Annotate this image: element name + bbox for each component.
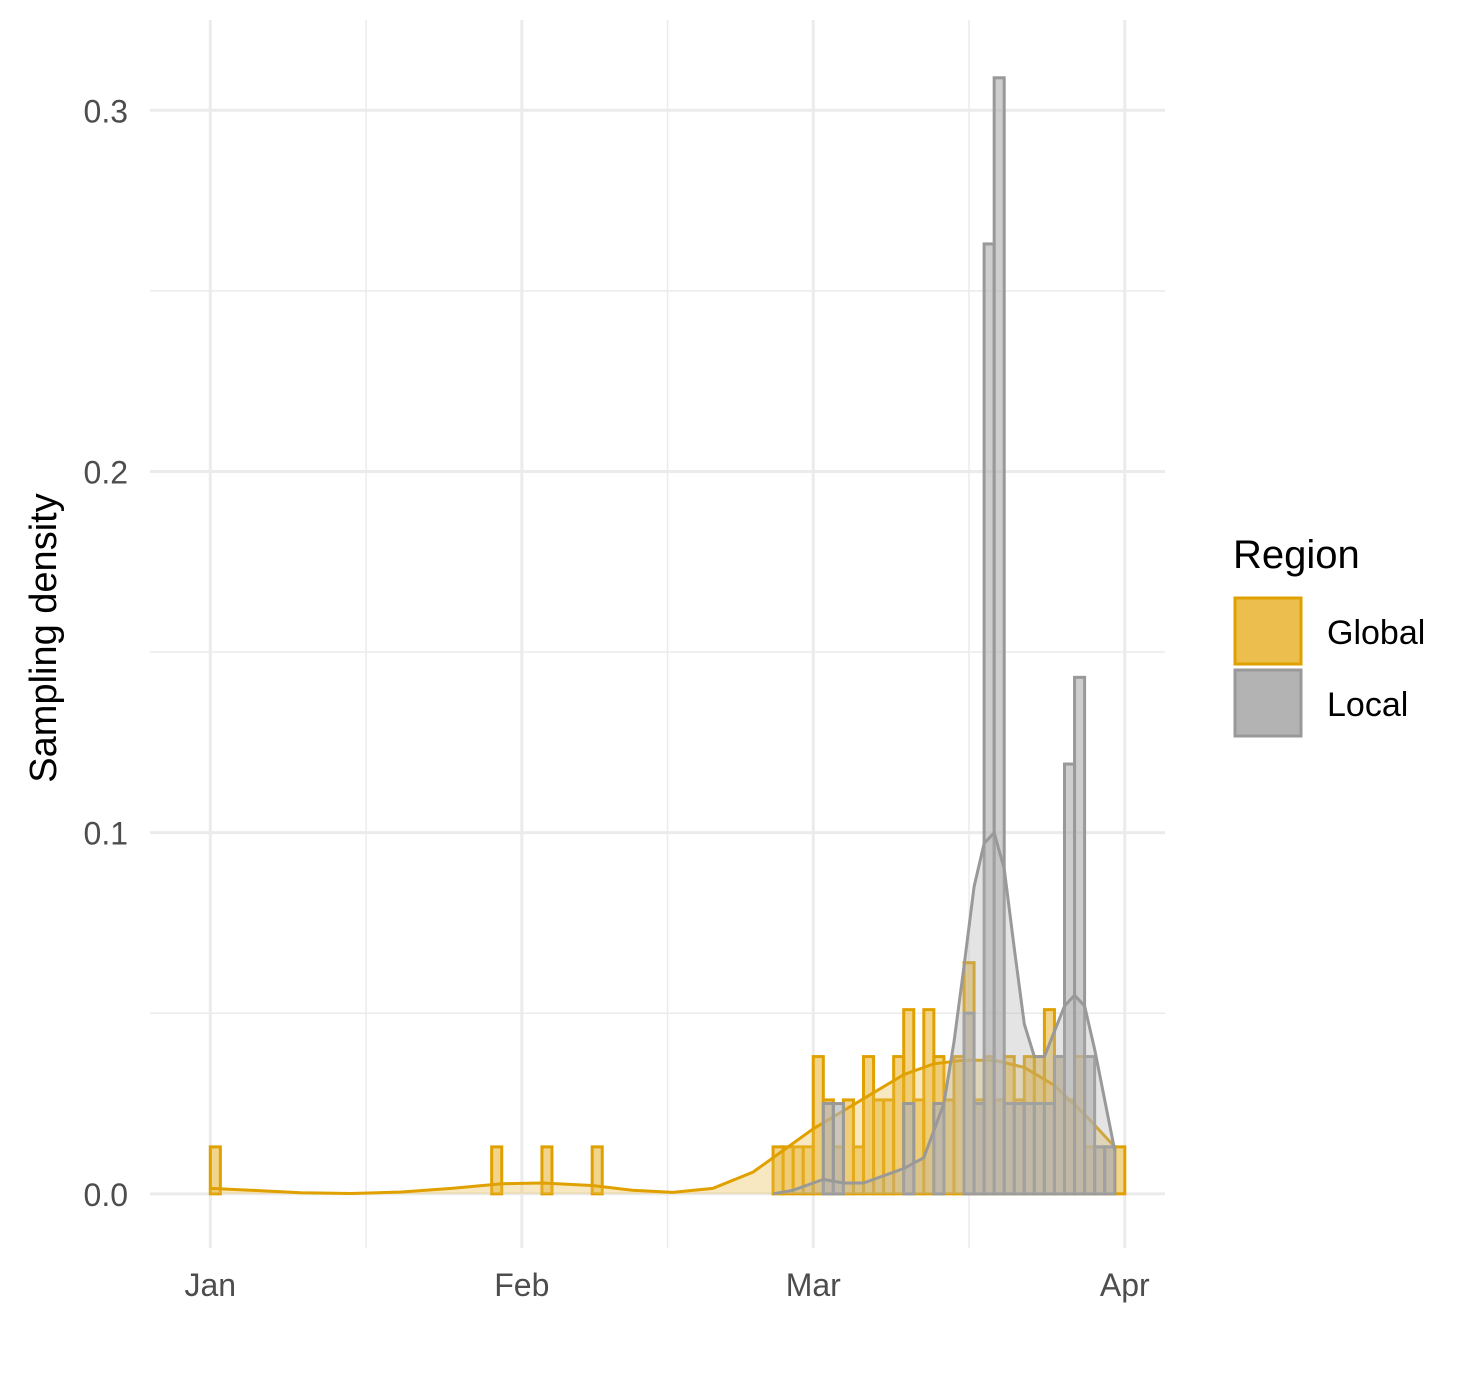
x-axis-tick-labels: Jan Feb Mar Apr (185, 1267, 1151, 1303)
density-curve (772, 829, 1117, 1196)
histogram-bar (902, 1102, 916, 1196)
x-tick-label: Jan (185, 1267, 237, 1303)
histogram-bar (1103, 1145, 1117, 1196)
histogram-bar (540, 1145, 554, 1196)
histogram-bar (831, 1102, 845, 1196)
y-tick-label: 0.1 (84, 816, 128, 852)
legend-title: Region (1233, 533, 1360, 577)
histogram-bar (1073, 675, 1087, 1196)
y-axis-label: Sampling density (23, 493, 65, 782)
density-area (773, 832, 1115, 1194)
series-local (772, 76, 1117, 1196)
legend-key-global (1233, 596, 1303, 666)
legend-key-local (1233, 668, 1303, 738)
density-area (210, 1060, 1115, 1194)
x-tick-label: Apr (1100, 1267, 1150, 1303)
legend: Region Global Local (1233, 533, 1425, 738)
histogram-bar (490, 1145, 504, 1196)
histogram-bar (590, 1145, 604, 1196)
y-tick-label: 0.2 (84, 454, 128, 490)
histogram-bar (1113, 1145, 1127, 1196)
legend-label-local: Local (1327, 686, 1408, 724)
y-tick-label: 0.3 (84, 93, 128, 129)
x-tick-label: Feb (494, 1267, 549, 1303)
histogram-bar (932, 1102, 946, 1196)
x-tick-label: Mar (786, 1267, 841, 1303)
legend-label-global: Global (1327, 614, 1425, 652)
histogram-bar (1083, 1055, 1097, 1196)
y-axis-tick-labels: 0.0 0.1 0.2 0.3 (84, 93, 128, 1213)
y-tick-label: 0.0 (84, 1177, 128, 1213)
series-layer (208, 76, 1127, 1196)
histogram-bar (208, 1145, 222, 1196)
histogram-bar (992, 76, 1006, 1196)
